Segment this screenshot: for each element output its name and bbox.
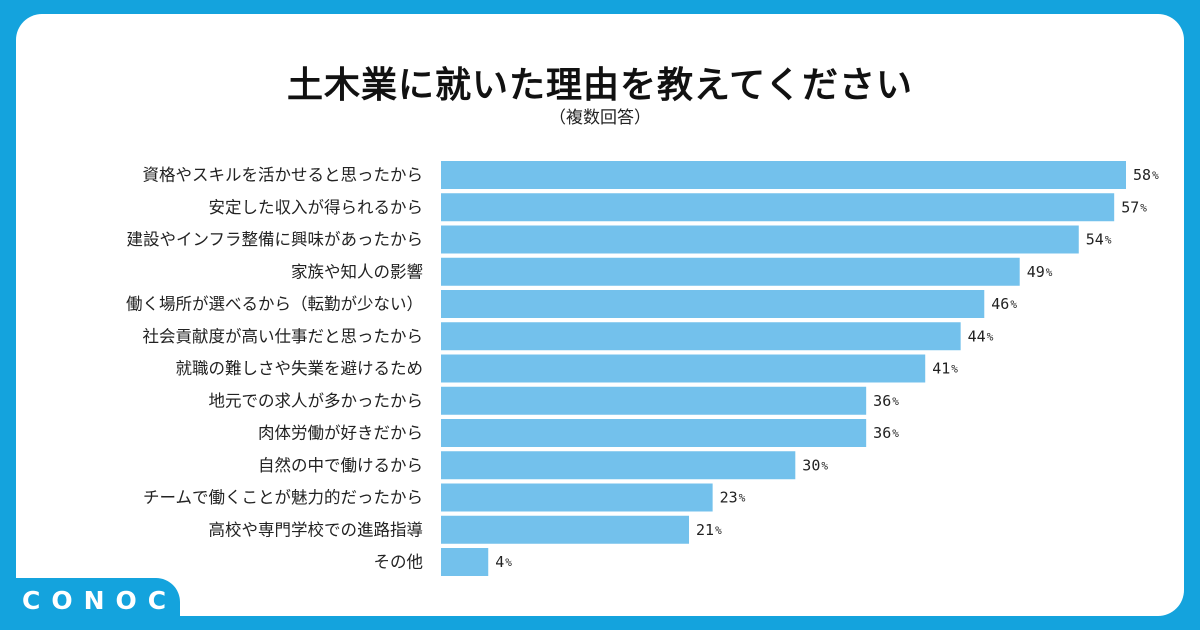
bar bbox=[441, 451, 796, 480]
category-label: 資格やスキルを活かせると思ったから bbox=[143, 166, 424, 185]
bar bbox=[441, 419, 867, 447]
value-label: 41% bbox=[932, 360, 958, 378]
bar bbox=[441, 193, 1115, 222]
category-label: 社会貢献度が高い仕事だと思ったから bbox=[143, 327, 424, 346]
value-label: 44% bbox=[968, 327, 994, 345]
value-label: 46% bbox=[991, 295, 1017, 313]
value-label: 21% bbox=[696, 521, 722, 539]
category-label: チームで働くことが魅力的だったから bbox=[143, 488, 423, 507]
bar bbox=[441, 290, 985, 318]
category-label: 地元での求人が多かったから bbox=[209, 391, 424, 410]
bar bbox=[441, 386, 867, 415]
value-label: 36% bbox=[873, 392, 899, 410]
category-label: 高校や専門学校での進路指導 bbox=[209, 520, 424, 539]
bar bbox=[441, 161, 1126, 189]
bar bbox=[441, 354, 926, 383]
category-label: 建設やインフラ整備に興味があったから bbox=[126, 230, 423, 249]
chart-subtitle: （複数回答） bbox=[549, 108, 651, 128]
value-label: 4% bbox=[495, 553, 512, 571]
bar bbox=[441, 257, 1020, 286]
category-label: 家族や知人の影響 bbox=[291, 262, 423, 281]
category-label: その他 bbox=[374, 553, 424, 572]
value-label: 49% bbox=[1027, 263, 1053, 281]
category-label: 肉体労働が好きだから bbox=[258, 424, 423, 443]
value-label: 58% bbox=[1133, 166, 1159, 184]
bar bbox=[441, 515, 690, 544]
category-label: 就職の難しさや失業を避けるため bbox=[176, 359, 424, 378]
conoc-logo: CONOC bbox=[22, 586, 178, 615]
bar bbox=[441, 322, 961, 351]
category-label: 働く場所が選べるから（転勤が少ない） bbox=[126, 295, 423, 314]
bar bbox=[441, 483, 713, 512]
category-label: 自然の中で働けるから bbox=[258, 456, 423, 475]
value-label: 30% bbox=[802, 456, 828, 474]
logo-tab bbox=[0, 578, 180, 630]
value-label: 36% bbox=[873, 424, 899, 442]
bar bbox=[441, 225, 1079, 254]
bar bbox=[441, 548, 489, 576]
value-label: 54% bbox=[1086, 231, 1112, 249]
category-label: 安定した収入が得られるから bbox=[209, 198, 424, 217]
value-label: 57% bbox=[1121, 198, 1147, 216]
value-label: 23% bbox=[720, 489, 746, 507]
chart-title: 土木業に就いた理由を教えてください bbox=[286, 65, 914, 106]
